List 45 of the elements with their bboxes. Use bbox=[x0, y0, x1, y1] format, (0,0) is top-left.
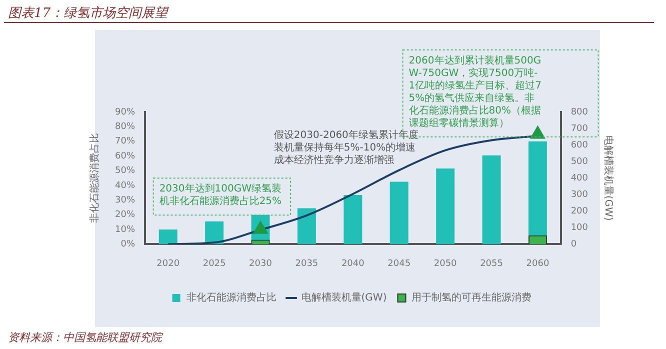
y2-tick-label: 300 bbox=[570, 190, 588, 200]
y-axis-title: 非化石能源消费占比 bbox=[88, 133, 101, 224]
annotation: 2030年达到100GW绿氢装机非化石能源消费占比25% bbox=[159, 182, 282, 208]
bar bbox=[297, 208, 316, 244]
annotation: 假设2030-2060年绿氢累计年度装机量保持每年5%-10%的增速成本经济性竞争力逐渐增强 bbox=[274, 129, 418, 166]
y-tick-label: 60% bbox=[114, 151, 136, 162]
x-tick-label: 2020 bbox=[156, 258, 180, 269]
y2-tick-label: 0 bbox=[570, 240, 577, 250]
y2-tick-label: 200 bbox=[570, 206, 588, 216]
y2-axis-title: 电解槽装机量(GW) bbox=[602, 135, 614, 221]
y-tick-label: 0% bbox=[120, 240, 136, 250]
y2-tick-label: 700 bbox=[570, 124, 588, 134]
x-tick-label: 2040 bbox=[341, 258, 365, 269]
bar bbox=[205, 221, 224, 244]
x-tick-label: 2030 bbox=[249, 258, 272, 269]
y2-tick-label: 100 bbox=[570, 223, 588, 234]
y-tick-label: 80% bbox=[114, 122, 136, 132]
y-tick-label: 90% bbox=[114, 107, 136, 118]
x-tick-label: 2035 bbox=[295, 258, 318, 269]
y2-tick-label: 800 bbox=[570, 107, 588, 118]
bar bbox=[390, 182, 408, 244]
legend-label: 非化石能源消费占比 bbox=[186, 292, 276, 304]
x-tick-label: 2025 bbox=[202, 258, 226, 269]
legend-label: 电解槽装机量(GW) bbox=[301, 292, 387, 304]
y-tick-label: 70% bbox=[114, 136, 136, 147]
bar bbox=[344, 194, 362, 244]
y-tick-label: 50% bbox=[114, 166, 136, 176]
x-tick-label: 2050 bbox=[434, 258, 458, 269]
y-tick-label: 20% bbox=[114, 210, 136, 220]
bar bbox=[436, 168, 455, 244]
legend-label: 用于制氢的可再生能源消费 bbox=[412, 292, 532, 304]
x-tick-label: 2045 bbox=[388, 258, 411, 269]
bar bbox=[482, 155, 501, 244]
chart-title: 图表17：绿氢市场空间展望 bbox=[8, 5, 168, 22]
y2-tick-label: 400 bbox=[570, 173, 588, 184]
y2-tick-label: 600 bbox=[570, 140, 588, 150]
bar bbox=[158, 230, 178, 244]
x-tick-label: 2055 bbox=[480, 258, 503, 269]
annotation: 2060年达到累计装机量500GW-750GW，实现7500万吨-1亿吨的绿氢生产目标、超过75%的氢气供应来自绿氢。非化石能源消费占比80%（根据课题组零碳情景测算） bbox=[408, 54, 542, 129]
x-tick-label: 2060 bbox=[526, 258, 550, 269]
y2-tick-label: 500 bbox=[570, 156, 588, 167]
y-tick-label: 10% bbox=[114, 224, 136, 235]
y-tick-label: 30% bbox=[114, 195, 136, 206]
y-tick-label: 40% bbox=[114, 180, 136, 191]
text: 资料来源：中国氢能联盟研究院 bbox=[8, 330, 162, 345]
